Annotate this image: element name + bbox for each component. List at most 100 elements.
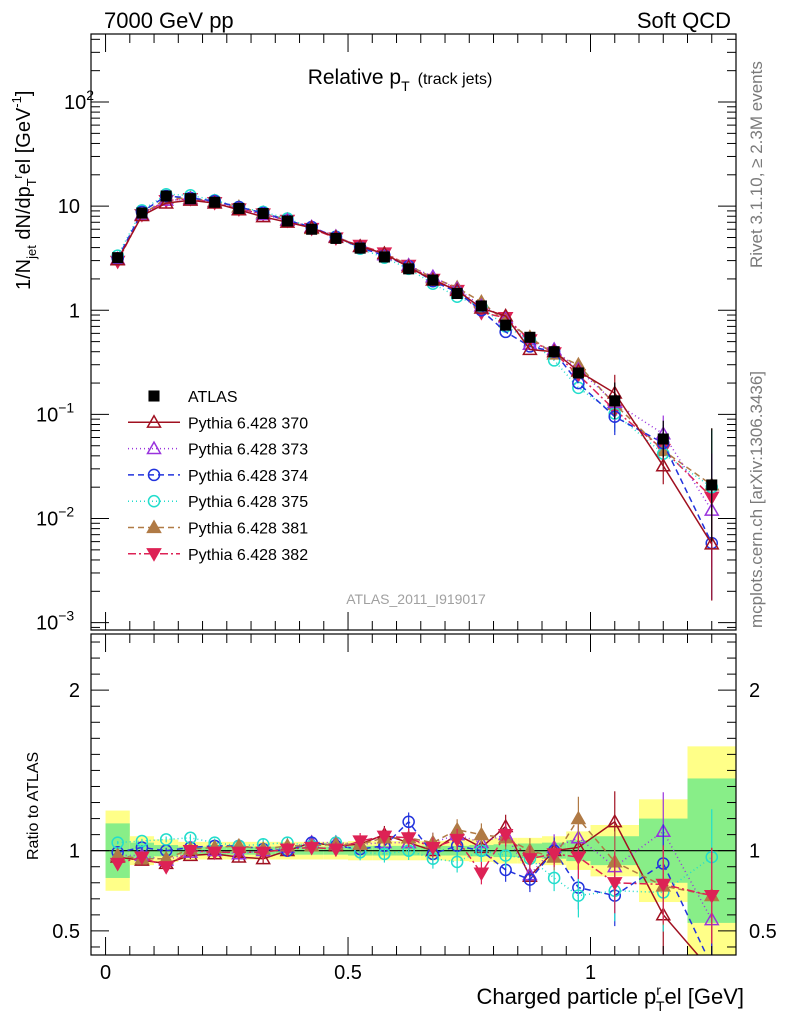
- ratio-point: [572, 889, 585, 902]
- data-point: [427, 274, 439, 286]
- main-y-axis-label: 1/Njet dN/dpTrel [GeV-1]: [9, 91, 39, 290]
- ratio-point: [450, 855, 464, 869]
- x-axis-label-sup: r: [656, 982, 661, 998]
- ratio-point: [705, 965, 718, 976]
- main-panel: [109, 188, 720, 601]
- y-tick-label: 1: [69, 300, 80, 322]
- chart-title-main: Relative p: [308, 66, 401, 89]
- data-point: [524, 331, 536, 343]
- legend: ATLAS Pythia 6.428 370 Pythia 6.428 373 Pyt…: [128, 389, 308, 564]
- y-tick-label: 10−1: [36, 399, 74, 426]
- data-point: [160, 190, 172, 202]
- data-point: [522, 341, 538, 356]
- header-right-label: Soft QCD: [637, 8, 731, 33]
- ratio-point: [570, 810, 587, 825]
- side-text-top: Rivet 3.1.10, ≥ 2.3M events: [747, 61, 766, 268]
- data-point: [548, 346, 560, 358]
- ratio-point: [159, 833, 173, 846]
- data-point: [354, 242, 366, 254]
- data-point: [184, 193, 196, 205]
- legend-label: Pythia 6.428 375: [188, 494, 308, 511]
- data-point: [112, 252, 124, 264]
- ratio-y-tick-label-right: 1: [749, 841, 760, 863]
- y-tick-label: 102: [64, 87, 94, 114]
- legend-marker: [147, 468, 161, 482]
- series-line-1: [117, 199, 713, 545]
- tick-exp: 2: [86, 87, 94, 103]
- chart-title: Relative pT (track jets): [308, 66, 493, 94]
- tick-base: 10: [36, 404, 58, 426]
- x-tick-label: 1: [585, 962, 596, 984]
- ratio-point: [546, 848, 562, 862]
- ratio-point: [703, 889, 720, 904]
- data-point: [281, 215, 293, 227]
- x-axis-label-end: el [GeV]: [665, 984, 744, 1009]
- legend-marker: [146, 440, 162, 455]
- legend-marker: [146, 414, 162, 428]
- tick-exp: −1: [58, 399, 74, 415]
- ratio-point: [547, 871, 561, 885]
- x-tick-label: 0: [100, 962, 111, 984]
- analysis-tag: ATLAS_2011_I919017: [346, 591, 486, 607]
- ratio-point: [255, 846, 271, 861]
- ratio-series-group: [109, 791, 720, 976]
- ratio-point: [522, 853, 538, 867]
- ratio-point: [109, 857, 126, 872]
- series-line-4: [117, 193, 713, 488]
- ratio-point: [570, 851, 587, 866]
- ratio-panel: [91, 746, 736, 976]
- data-point: [403, 263, 415, 275]
- ratio-line-3: [117, 820, 708, 955]
- ratio-y-tick-label-right: 0.5: [749, 921, 777, 943]
- main-series-group: [109, 188, 720, 601]
- chart-title-small: (track jets): [418, 71, 493, 88]
- data-point: [500, 319, 512, 331]
- x-axis-label-main: Charged particle p: [477, 984, 657, 1009]
- data-point: [257, 207, 269, 220]
- ratio-point: [606, 813, 623, 828]
- data-point: [609, 395, 621, 407]
- ratio-point: [158, 861, 174, 875]
- ratio-point: [706, 961, 717, 972]
- ratio-point: [523, 873, 537, 886]
- main-frame: [90, 33, 737, 631]
- ratio-point: [231, 846, 247, 861]
- y-tick-label: 10−2: [36, 504, 74, 531]
- ratio-point: [255, 850, 271, 865]
- data-point: [158, 195, 174, 209]
- ratio-frame: [90, 633, 737, 956]
- x-tick-label: 0.5: [334, 962, 362, 984]
- legend-marker: [147, 494, 161, 508]
- data-point: [209, 196, 221, 208]
- header-left-label: 7000 GeV pp: [104, 8, 234, 33]
- x-axis-label: Charged particle pr Tel [GeV]: [477, 982, 745, 1014]
- legend-label: Pythia 6.428 374: [188, 468, 308, 485]
- data-point: [703, 535, 720, 550]
- legend-marker: [146, 548, 162, 562]
- ratio-point: [425, 841, 441, 856]
- legend-label: Pythia 6.428 381: [188, 521, 308, 538]
- ratio-point: [182, 845, 199, 859]
- ratio-point: [206, 846, 223, 861]
- legend-label: Pythia 6.428 370: [188, 415, 308, 432]
- legend-label: ATLAS: [188, 389, 238, 406]
- ratio-point: [134, 851, 150, 866]
- ratio-point: [402, 815, 415, 829]
- y-tick-label: 10: [58, 196, 80, 218]
- ratio-point: [328, 843, 344, 858]
- ratio-y-tick-label: 0.5: [52, 921, 80, 943]
- legend-marker: [146, 519, 162, 534]
- chart-title-sub: T: [401, 78, 410, 94]
- ratio-y-tick-label: 1: [69, 841, 80, 863]
- legend-label: Pythia 6.428 373: [188, 442, 308, 459]
- ratio-point: [606, 877, 623, 891]
- ratio-point: [655, 878, 672, 893]
- ratio-point: [135, 834, 149, 848]
- x-axis-label-sub: T: [656, 998, 665, 1014]
- data-point: [233, 202, 245, 214]
- tick-base: 10: [36, 613, 58, 635]
- ratio-y-axis-label: Ratio to ATLAS: [25, 752, 42, 860]
- y-tick-label: 10−3: [36, 608, 74, 635]
